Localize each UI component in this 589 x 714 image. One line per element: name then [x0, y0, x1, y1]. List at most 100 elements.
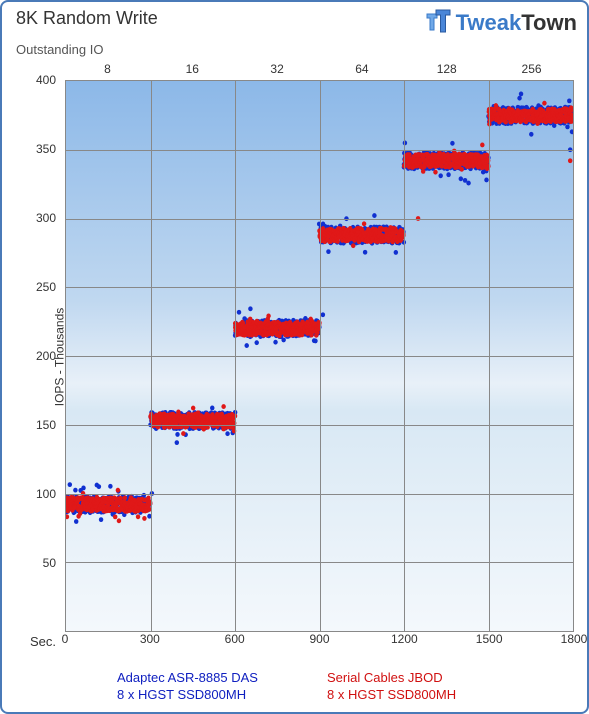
header: 8K Random Write TweakTown	[2, 2, 587, 40]
data-point	[313, 339, 317, 344]
legend: Adaptec ASR-8885 DAS Serial Cables JBOD …	[117, 669, 574, 704]
x-tick-label: 1200	[391, 632, 418, 646]
x-tick-label: 1800	[561, 632, 588, 646]
top-axis-label: 8	[65, 62, 150, 80]
data-point	[421, 169, 425, 174]
data-point	[517, 96, 521, 101]
top-axis-label: 256	[489, 62, 574, 80]
chart-subtitle: Outstanding IO	[16, 42, 587, 57]
data-point	[281, 338, 285, 343]
data-point	[142, 516, 146, 521]
data-point	[567, 98, 571, 103]
data-point	[181, 431, 185, 436]
y-tick-label: 400	[36, 73, 56, 87]
data-point	[300, 333, 304, 338]
gridline-h	[66, 562, 573, 563]
x-tick-label: 600	[225, 632, 245, 646]
y-tick-label: 150	[36, 418, 56, 432]
data-point	[326, 249, 330, 254]
data-point	[519, 92, 523, 97]
legend-a-1: Adaptec ASR-8885 DAS	[117, 669, 327, 687]
top-axis-label: 128	[404, 62, 489, 80]
data-point	[273, 340, 277, 345]
gridline-h	[66, 150, 573, 151]
data-point	[244, 343, 248, 348]
data-point	[394, 250, 398, 255]
data-point	[97, 484, 101, 489]
data-point	[362, 221, 366, 226]
data-point	[248, 306, 252, 311]
logo-text-1: Tweak	[456, 10, 522, 35]
data-point	[175, 432, 179, 437]
data-point	[504, 120, 508, 125]
data-point	[438, 173, 442, 178]
data-point	[450, 141, 454, 146]
data-point	[117, 518, 121, 523]
logo: TweakTown	[424, 8, 577, 40]
data-point	[321, 226, 325, 231]
data-point	[459, 176, 463, 181]
logo-text-2: Town	[521, 10, 577, 35]
data-point	[480, 143, 484, 148]
x-axis-unit: Sec.	[30, 634, 56, 649]
gridline-h	[66, 425, 573, 426]
x-tick-label: 900	[309, 632, 329, 646]
top-axis: 8163264128256	[65, 62, 574, 80]
data-point	[175, 440, 179, 445]
top-axis-label: 32	[235, 62, 320, 80]
data-point	[254, 340, 258, 345]
y-axis-labels: 50100150200250300350400	[2, 80, 62, 632]
data-point	[372, 213, 376, 218]
gridline-h	[66, 287, 573, 288]
data-point	[237, 310, 241, 315]
y-tick-label: 200	[36, 349, 56, 363]
logo-icon	[424, 8, 454, 40]
data-point	[123, 496, 127, 501]
gridline-h	[66, 494, 573, 495]
data-point	[542, 101, 546, 106]
data-point	[351, 243, 355, 248]
data-point	[99, 517, 103, 522]
data-point	[466, 181, 470, 186]
gridline-h	[66, 219, 573, 220]
data-point	[407, 152, 411, 157]
data-point	[136, 514, 140, 519]
data-point	[66, 514, 69, 519]
y-tick-label: 250	[36, 280, 56, 294]
data-point	[460, 167, 464, 172]
data-point	[565, 124, 569, 129]
legend-b-1: Serial Cables JBOD	[327, 669, 443, 687]
data-point	[74, 519, 78, 524]
data-point	[81, 486, 85, 491]
gridline-h	[66, 356, 573, 357]
legend-b-2: 8 x HGST SSD800MH	[327, 686, 456, 704]
legend-a-2: 8 x HGST SSD800MH	[117, 686, 327, 704]
top-axis-label: 64	[319, 62, 404, 80]
chart-title: 8K Random Write	[16, 8, 158, 29]
data-point	[116, 488, 120, 493]
data-point	[113, 514, 117, 519]
x-tick-label: 300	[140, 632, 160, 646]
top-axis-label: 16	[150, 62, 235, 80]
y-tick-label: 50	[43, 556, 56, 570]
x-tick-label: 1500	[476, 632, 503, 646]
y-tick-label: 300	[36, 211, 56, 225]
title-block: 8K Random Write	[16, 8, 158, 29]
y-tick-label: 350	[36, 142, 56, 156]
x-tick-label: 0	[62, 632, 69, 646]
data-point	[221, 404, 225, 409]
data-point	[210, 406, 214, 411]
data-point	[73, 488, 77, 493]
data-point	[191, 406, 195, 411]
chart-frame: 8K Random Write TweakTown Outstanding IO…	[0, 0, 589, 714]
data-point	[363, 250, 367, 255]
plot	[65, 80, 574, 632]
data-point	[433, 170, 437, 175]
y-tick-label: 100	[36, 487, 56, 501]
data-point	[446, 172, 450, 177]
data-point	[68, 482, 72, 487]
data-point	[108, 484, 112, 489]
data-point	[266, 314, 270, 319]
data-point-outlier	[321, 312, 325, 317]
data-point	[570, 129, 573, 134]
